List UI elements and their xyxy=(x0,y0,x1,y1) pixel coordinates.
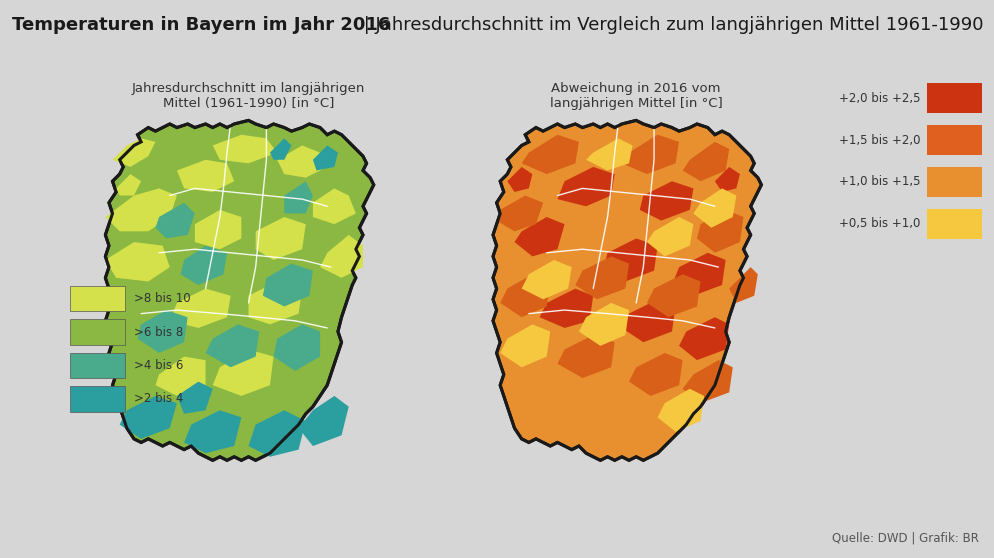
Polygon shape xyxy=(155,357,206,396)
Polygon shape xyxy=(284,181,313,214)
Polygon shape xyxy=(507,167,533,192)
Polygon shape xyxy=(248,281,302,324)
Polygon shape xyxy=(177,160,235,192)
Polygon shape xyxy=(248,410,306,457)
Polygon shape xyxy=(313,189,356,224)
Polygon shape xyxy=(683,142,730,181)
Text: +1,0 bis +1,5: +1,0 bis +1,5 xyxy=(839,175,920,189)
Bar xyxy=(926,209,982,239)
Polygon shape xyxy=(579,303,629,346)
Polygon shape xyxy=(540,288,593,328)
Text: | Jahresdurchschnitt im Vergleich zum langjährigen Mittel 1961-1990: | Jahresdurchschnitt im Vergleich zum la… xyxy=(358,16,983,34)
Text: +1,5 bis +2,0: +1,5 bis +2,0 xyxy=(839,133,920,147)
Polygon shape xyxy=(119,396,177,439)
Text: Jahresdurchschnitt im langjährigen
Mittel (1961-1990) [in °C]: Jahresdurchschnitt im langjährigen Mitte… xyxy=(132,81,365,110)
Bar xyxy=(70,286,125,311)
Polygon shape xyxy=(558,335,614,378)
Polygon shape xyxy=(493,121,761,460)
Polygon shape xyxy=(112,138,155,167)
Polygon shape xyxy=(497,195,543,232)
Polygon shape xyxy=(105,189,177,232)
Polygon shape xyxy=(522,260,572,299)
Text: Temperaturen in Bayern im Jahr 2016: Temperaturen in Bayern im Jahr 2016 xyxy=(12,16,391,34)
Polygon shape xyxy=(522,134,579,174)
Polygon shape xyxy=(320,235,363,278)
Polygon shape xyxy=(715,167,740,192)
Polygon shape xyxy=(500,324,551,367)
Polygon shape xyxy=(213,134,277,163)
Polygon shape xyxy=(622,134,679,174)
Polygon shape xyxy=(206,324,259,367)
Polygon shape xyxy=(195,210,242,249)
Polygon shape xyxy=(116,174,141,195)
Polygon shape xyxy=(558,167,614,206)
Polygon shape xyxy=(730,267,757,303)
Text: >6 bis 8: >6 bis 8 xyxy=(133,325,183,339)
Text: >2 bis 4: >2 bis 4 xyxy=(133,392,183,406)
Polygon shape xyxy=(184,410,242,453)
Polygon shape xyxy=(672,253,726,296)
Polygon shape xyxy=(105,242,170,281)
Polygon shape xyxy=(647,217,694,256)
Polygon shape xyxy=(658,389,704,432)
Polygon shape xyxy=(647,275,701,317)
Text: >4 bis 6: >4 bis 6 xyxy=(133,359,183,372)
Polygon shape xyxy=(629,353,683,396)
Bar xyxy=(926,167,982,197)
Polygon shape xyxy=(177,382,213,414)
Polygon shape xyxy=(137,310,188,353)
Polygon shape xyxy=(213,349,273,396)
Polygon shape xyxy=(273,324,320,371)
Polygon shape xyxy=(313,146,338,171)
Polygon shape xyxy=(255,217,306,260)
Polygon shape xyxy=(170,288,231,328)
Polygon shape xyxy=(181,246,227,285)
Bar xyxy=(70,319,125,344)
Polygon shape xyxy=(298,396,349,446)
Polygon shape xyxy=(155,203,195,238)
Bar xyxy=(70,386,125,411)
Polygon shape xyxy=(105,121,374,460)
Polygon shape xyxy=(679,317,730,360)
Text: +2,0 bis +2,5: +2,0 bis +2,5 xyxy=(839,92,920,105)
Polygon shape xyxy=(640,181,694,220)
Polygon shape xyxy=(262,263,313,306)
Polygon shape xyxy=(515,217,565,256)
Polygon shape xyxy=(622,299,676,342)
Polygon shape xyxy=(586,138,632,171)
Polygon shape xyxy=(694,189,737,228)
Bar xyxy=(926,125,982,155)
Polygon shape xyxy=(277,146,327,177)
Text: >8 bis 10: >8 bis 10 xyxy=(133,292,190,305)
Polygon shape xyxy=(270,138,291,160)
Text: Quelle: DWD | Grafik: BR: Quelle: DWD | Grafik: BR xyxy=(832,532,979,545)
Polygon shape xyxy=(604,238,658,281)
Polygon shape xyxy=(500,275,551,317)
Text: +0,5 bis +1,0: +0,5 bis +1,0 xyxy=(839,217,920,230)
Polygon shape xyxy=(576,256,629,299)
Polygon shape xyxy=(697,210,744,253)
Text: Abweichung in 2016 vom
langjährigen Mittel [in °C]: Abweichung in 2016 vom langjährigen Mitt… xyxy=(550,81,723,110)
Bar xyxy=(926,83,982,113)
Bar xyxy=(70,353,125,378)
Polygon shape xyxy=(683,360,733,403)
